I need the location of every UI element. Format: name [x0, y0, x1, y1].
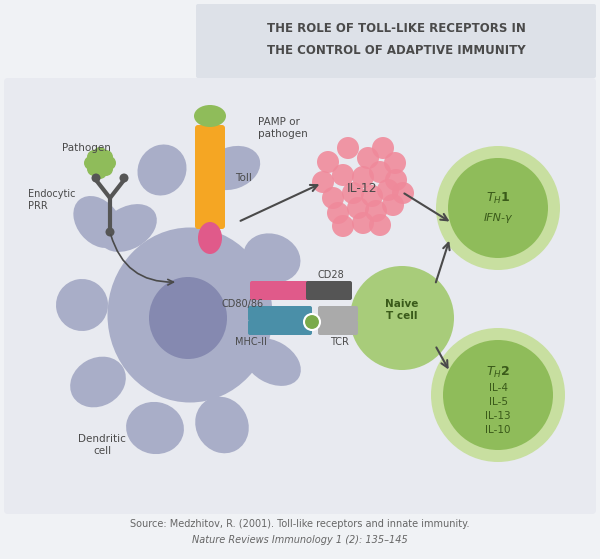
- Text: IL-12: IL-12: [347, 182, 377, 195]
- Circle shape: [312, 171, 334, 193]
- Circle shape: [448, 158, 548, 258]
- Circle shape: [369, 161, 391, 183]
- Ellipse shape: [137, 144, 187, 196]
- Circle shape: [361, 185, 383, 207]
- Circle shape: [99, 162, 113, 176]
- Circle shape: [84, 156, 98, 170]
- Circle shape: [99, 150, 113, 164]
- Circle shape: [87, 162, 101, 176]
- Circle shape: [357, 147, 379, 169]
- Text: IL-5: IL-5: [488, 397, 508, 407]
- Text: THE ROLE OF TOLL-LIKE RECEPTORS IN: THE ROLE OF TOLL-LIKE RECEPTORS IN: [266, 21, 526, 35]
- Ellipse shape: [99, 204, 157, 252]
- Text: CD28: CD28: [318, 270, 345, 280]
- Ellipse shape: [198, 222, 222, 254]
- FancyBboxPatch shape: [196, 4, 596, 78]
- Text: MHC-II: MHC-II: [235, 337, 267, 347]
- Text: Pathogen: Pathogen: [62, 143, 111, 153]
- Text: Dendritic
cell: Dendritic cell: [78, 434, 126, 456]
- Ellipse shape: [70, 357, 126, 408]
- Text: Nature Reviews Immunology 1 (2): 135–145: Nature Reviews Immunology 1 (2): 135–145: [192, 535, 408, 545]
- Circle shape: [337, 137, 359, 159]
- Text: Naive
T cell: Naive T cell: [385, 299, 419, 321]
- Text: $T_H$2: $T_H$2: [486, 364, 510, 380]
- Circle shape: [431, 328, 565, 462]
- Circle shape: [384, 152, 406, 174]
- Circle shape: [327, 202, 349, 224]
- Circle shape: [352, 212, 374, 234]
- Circle shape: [365, 200, 387, 222]
- Text: IL-13: IL-13: [485, 411, 511, 421]
- Ellipse shape: [195, 397, 249, 453]
- FancyBboxPatch shape: [318, 306, 358, 321]
- Text: Toll: Toll: [235, 173, 252, 183]
- Circle shape: [317, 151, 339, 173]
- Circle shape: [106, 228, 115, 236]
- Circle shape: [352, 166, 374, 188]
- Circle shape: [332, 164, 354, 186]
- Circle shape: [385, 169, 407, 191]
- Circle shape: [436, 146, 560, 270]
- Circle shape: [392, 182, 414, 204]
- FancyBboxPatch shape: [248, 306, 312, 321]
- Ellipse shape: [244, 233, 301, 283]
- Ellipse shape: [204, 146, 260, 190]
- Text: IL-4: IL-4: [488, 383, 508, 393]
- Circle shape: [332, 215, 354, 237]
- Text: $T_H$1: $T_H$1: [486, 191, 510, 206]
- Ellipse shape: [149, 277, 227, 359]
- Circle shape: [443, 340, 553, 450]
- Circle shape: [350, 266, 454, 370]
- Text: CD80/86: CD80/86: [222, 299, 264, 309]
- Circle shape: [87, 150, 101, 164]
- Text: PAMP or
pathogen: PAMP or pathogen: [258, 117, 308, 139]
- Circle shape: [342, 182, 364, 204]
- Text: Source: Medzhitov, R. (2001). Toll-like receptors and innate immunity.: Source: Medzhitov, R. (2001). Toll-like …: [130, 519, 470, 529]
- Ellipse shape: [107, 228, 272, 402]
- Text: IFN-γ: IFN-γ: [484, 213, 512, 223]
- Circle shape: [347, 197, 369, 219]
- Ellipse shape: [73, 196, 122, 248]
- Circle shape: [382, 194, 404, 216]
- FancyBboxPatch shape: [318, 320, 358, 335]
- Circle shape: [93, 147, 107, 161]
- Circle shape: [93, 156, 107, 170]
- Circle shape: [377, 179, 399, 201]
- Ellipse shape: [56, 279, 108, 331]
- FancyBboxPatch shape: [248, 320, 312, 335]
- Text: IL-10: IL-10: [485, 425, 511, 435]
- FancyBboxPatch shape: [306, 281, 352, 300]
- Circle shape: [119, 173, 128, 182]
- FancyBboxPatch shape: [4, 78, 596, 514]
- Circle shape: [304, 314, 320, 330]
- Ellipse shape: [126, 402, 184, 454]
- FancyBboxPatch shape: [195, 125, 225, 229]
- Circle shape: [322, 187, 344, 209]
- Text: Endocytic
PRR: Endocytic PRR: [28, 189, 76, 211]
- Text: THE CONTROL OF ADAPTIVE IMMUNITY: THE CONTROL OF ADAPTIVE IMMUNITY: [266, 44, 526, 56]
- Circle shape: [372, 137, 394, 159]
- Circle shape: [369, 214, 391, 236]
- Ellipse shape: [194, 105, 226, 127]
- FancyBboxPatch shape: [250, 281, 310, 300]
- Ellipse shape: [243, 338, 301, 386]
- Text: TCR: TCR: [330, 337, 349, 347]
- Circle shape: [102, 156, 116, 170]
- Circle shape: [91, 173, 101, 182]
- Circle shape: [93, 165, 107, 179]
